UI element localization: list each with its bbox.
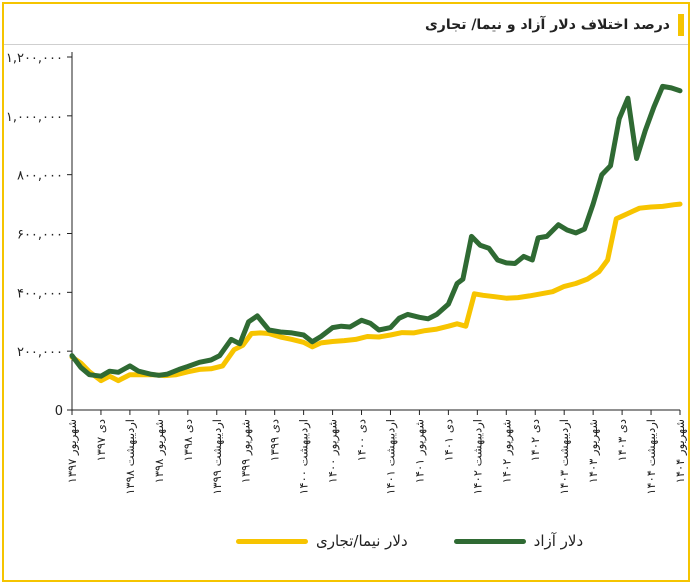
x-tick-label: شهریور ۱۴۰۴ <box>673 419 688 483</box>
x-tick-label: شهریور ۱۴۰۱ <box>412 419 427 483</box>
x-tick-label: دی ۱۴۰۰ <box>355 419 369 462</box>
title-accent-bar <box>678 14 684 36</box>
y-tick-label: ۸۰۰,۰۰۰ <box>17 169 63 184</box>
chart-frame: درصد اختلاف دلار آزاد و نیما/ تجاری <box>2 2 690 582</box>
legend-label-free: دلار آزاد <box>533 532 584 550</box>
title-bar: درصد اختلاف دلار آزاد و نیما/ تجاری <box>425 12 684 38</box>
y-tick-label: ۴۰۰,۰۰۰ <box>17 286 63 301</box>
chart-title: درصد اختلاف دلار آزاد و نیما/ تجاری <box>424 17 670 33</box>
series-line-nima-dollar <box>69 201 683 384</box>
x-tick-label: شهریور ۱۳۹۹ <box>239 419 254 483</box>
x-tick-label: شهریور ۱۳۹۷ <box>65 419 80 483</box>
legend-item-free: دلار آزاد <box>453 532 584 550</box>
x-tick-label: شهریور ۱۴۰۳ <box>586 419 601 483</box>
y-tick-label: ۲۰۰,۰۰۰ <box>17 345 63 360</box>
x-tick-label: دی ۱۳۹۹ <box>268 419 282 462</box>
x-tick-label: دی ۱۴۰۲ <box>528 419 542 462</box>
x-tick-label: دی ۱۳۹۸ <box>181 419 195 462</box>
x-tick-label: اردیبهشت ۱۴۰۲ <box>470 419 485 495</box>
legend-swatch-nima <box>236 538 308 544</box>
x-tick-label: شهریور ۱۴۰۰ <box>326 419 341 483</box>
y-tick-label: 0 <box>55 404 63 419</box>
x-tick-label: شهریور ۱۴۰۲ <box>499 419 514 483</box>
legend-item-nima: دلار نیما/تجاری <box>236 532 408 550</box>
x-tick-label: شهریور ۱۳۹۸ <box>152 419 167 483</box>
y-tick-label: ۱,۰۰۰,۰۰۰ <box>6 110 63 125</box>
legend: دلار آزاد دلار نیما/تجاری <box>190 532 583 550</box>
x-tick-label: دی ۱۳۹۷ <box>94 419 108 462</box>
x-tick-label: اردیبهشت ۱۴۰۳ <box>557 419 572 495</box>
x-tick-label: اردیبهشت ۱۳۹۹ <box>210 419 225 495</box>
y-tick-label: ۶۰۰,۰۰۰ <box>17 228 63 243</box>
legend-label-nima: دلار نیما/تجاری <box>316 532 408 550</box>
x-tick-label: اردیبهشت ۱۴۰۰ <box>297 419 312 495</box>
legend-swatch-free <box>453 538 526 544</box>
y-tick-label: ۱,۲۰۰,۰۰۰ <box>6 51 63 66</box>
x-tick-label: اردیبهشت ۱۳۹۸ <box>123 419 138 495</box>
x-tick-label: دی ۱۴۰۱ <box>441 419 455 462</box>
series-line-free-dollar <box>69 83 683 379</box>
title-separator <box>4 44 688 45</box>
x-tick-label: دی ۱۴۰۳ <box>615 419 629 462</box>
x-tick-label: اردیبهشت ۱۴۰۴ <box>644 419 659 495</box>
x-tick-label: اردیبهشت ۱۴۰۱ <box>383 419 398 495</box>
